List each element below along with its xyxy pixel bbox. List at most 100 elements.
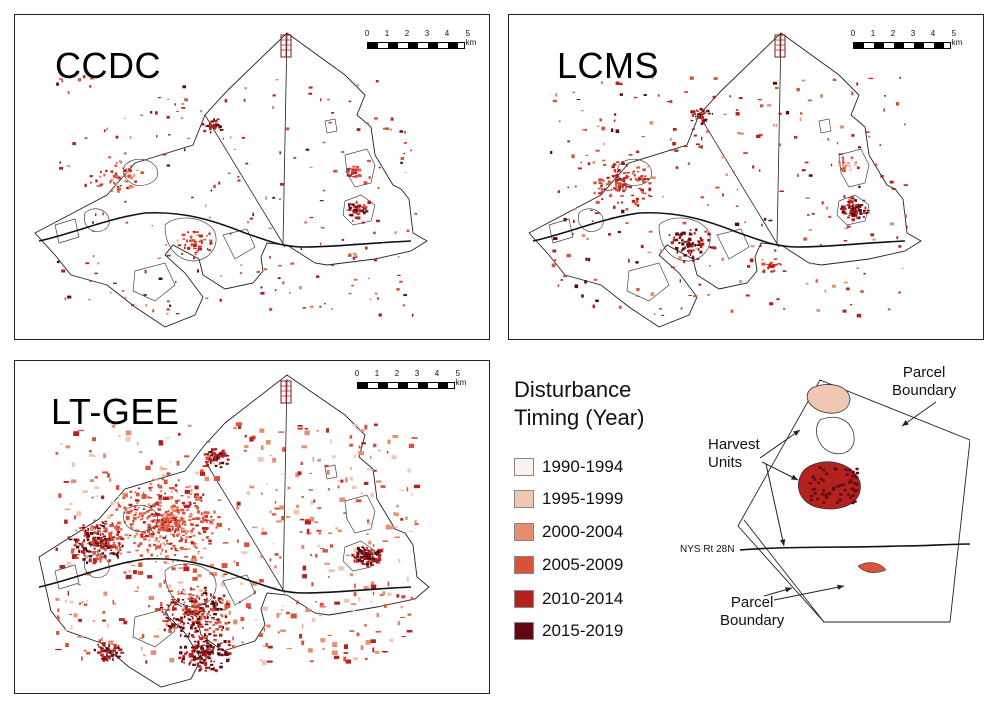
disturbance-patch	[204, 623, 209, 626]
disturbance-patch	[691, 249, 695, 252]
disturbance-patch	[177, 598, 180, 602]
disturbance-patch	[707, 238, 711, 242]
disturbance-patch	[89, 554, 93, 558]
disturbance-patch	[164, 511, 167, 514]
disturbance-patch	[361, 492, 363, 495]
disturbance-patch	[403, 152, 406, 155]
disturbance-patch	[125, 515, 130, 518]
disturbance-patch	[112, 654, 115, 656]
disturbance-patch	[180, 495, 184, 497]
harvest-unit-outline	[344, 148, 376, 188]
disturbance-patch	[768, 219, 773, 222]
disturbance-patch	[130, 526, 134, 530]
disturbance-patch	[128, 169, 133, 172]
disturbance-patch	[708, 112, 711, 115]
disturbance-patch	[353, 592, 357, 597]
disturbance-patch	[365, 639, 371, 645]
disturbance-patch	[305, 148, 310, 151]
disturbance-patch	[641, 179, 644, 181]
inset-disturbance-patch	[834, 468, 838, 471]
disturbance-patch	[71, 548, 75, 551]
disturbance-patch	[202, 607, 204, 610]
disturbance-patch	[761, 262, 766, 266]
disturbance-patch	[411, 492, 413, 496]
disturbance-patch	[125, 221, 129, 224]
disturbance-patch	[172, 533, 176, 537]
disturbance-patch	[128, 503, 133, 507]
inset-disturbance-patch	[809, 498, 813, 502]
disturbance-patch	[596, 125, 600, 127]
disturbance-patch	[184, 606, 188, 609]
disturbance-patch	[59, 565, 66, 569]
disturbance-patch	[629, 178, 633, 181]
inset-disturbance-patch	[849, 479, 853, 482]
disturbance-patch	[199, 667, 203, 671]
legend-label: 1995-1999	[542, 489, 624, 508]
disturbance-patch	[364, 424, 368, 430]
disturbance-patch	[83, 603, 88, 606]
disturbance-patch	[783, 308, 786, 310]
disturbance-patch	[166, 115, 170, 119]
disturbance-patch	[103, 555, 107, 559]
disturbance-patch	[132, 520, 135, 523]
disturbance-patch	[341, 238, 345, 241]
disturbance-patch	[846, 204, 851, 207]
disturbance-patch	[635, 203, 638, 206]
disturbance-patch	[848, 197, 852, 201]
disturbance-patch	[65, 445, 71, 449]
disturbance-patch	[580, 161, 582, 164]
disturbance-patch	[212, 630, 216, 633]
disturbance-patch	[164, 515, 169, 519]
disturbance-patch	[112, 602, 117, 605]
disturbance-patch	[204, 616, 207, 619]
disturbance-patch	[187, 622, 189, 625]
disturbance-patch	[633, 202, 637, 205]
disturbance-patch	[108, 534, 112, 538]
disturbance-patch	[77, 538, 80, 542]
disturbance-patch	[116, 530, 121, 533]
disturbance-patch	[94, 532, 98, 535]
disturbance-patch	[135, 511, 138, 514]
disturbance-patch	[137, 487, 141, 489]
disturbance-patch	[116, 551, 120, 554]
disturbance-patch	[176, 601, 180, 603]
disturbance-patch	[201, 661, 205, 664]
disturbance-patch	[167, 618, 171, 621]
disturbance-patch	[804, 161, 809, 164]
disturbance-patch	[649, 121, 654, 125]
disturbance-patch	[699, 112, 702, 114]
disturbance-patch	[181, 233, 186, 237]
disturbance-patch	[163, 579, 166, 584]
disturbance-patch	[93, 560, 97, 564]
disturbance-patch	[192, 568, 197, 573]
disturbance-patch	[769, 302, 774, 306]
disturbance-patch	[397, 274, 401, 276]
disturbance-patch	[702, 112, 706, 115]
disturbance-patch	[860, 290, 864, 293]
disturbance-patch	[185, 533, 187, 535]
disturbance-patch	[116, 555, 119, 557]
disturbance-patch	[150, 486, 153, 489]
disturbance-patch	[188, 548, 191, 550]
disturbance-patch	[355, 170, 358, 173]
disturbance-patch	[172, 624, 176, 626]
disturbance-patch	[206, 248, 209, 251]
disturbance-patch	[104, 544, 108, 547]
disturbance-patch	[157, 483, 160, 487]
disturbance-patch	[118, 542, 121, 546]
disturbance-patch	[204, 620, 208, 623]
disturbance-patch	[899, 76, 901, 79]
disturbance-patch	[369, 298, 372, 301]
disturbance-patch	[225, 462, 229, 465]
disturbance-patch	[198, 657, 200, 660]
disturbance-patch	[688, 233, 693, 236]
disturbance-patch	[354, 174, 359, 178]
disturbance-patch	[197, 603, 202, 605]
disturbance-patch	[855, 205, 860, 209]
disturbance-patch	[217, 621, 222, 624]
disturbance-patch	[162, 153, 167, 156]
disturbance-patch	[192, 230, 196, 233]
disturbance-patch	[178, 512, 180, 515]
disturbance-patch	[84, 183, 87, 187]
disturbance-patch	[241, 551, 248, 554]
